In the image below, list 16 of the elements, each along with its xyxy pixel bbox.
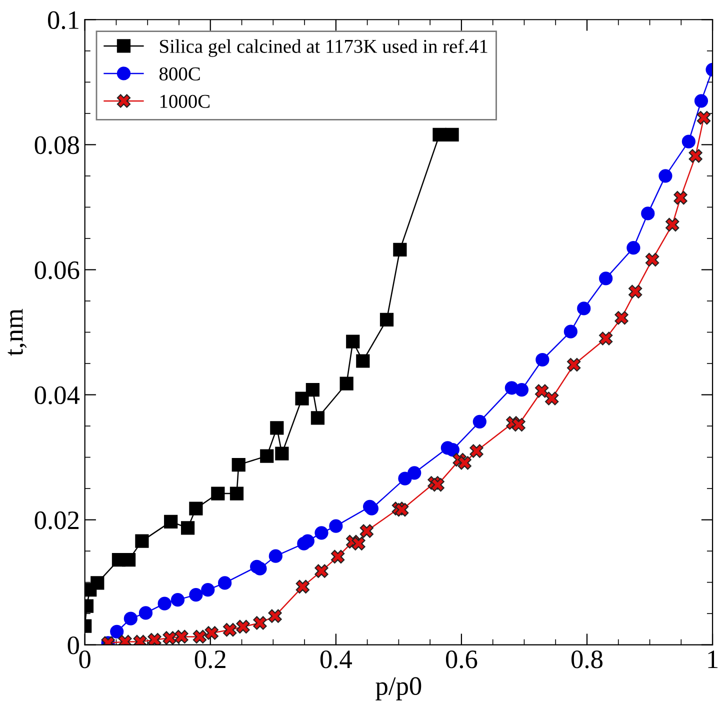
legend-label: 1000C — [160, 94, 210, 108]
y-tick-label: 0.06 — [34, 261, 80, 280]
x-tick-label: 0.6 — [446, 650, 478, 668]
y-tick-label: 0.02 — [34, 511, 79, 530]
legend-label: Silica gel calcined at 1173K used in ref.41 — [160, 39, 488, 57]
y-tick-label: 0.1 — [48, 11, 78, 30]
y-axis-title: t,nm — [8, 308, 27, 356]
x-axis-title: p/p0 — [376, 677, 422, 700]
y-tick-label: 0.08 — [34, 136, 79, 154]
x-tick-label: 0.2 — [194, 650, 226, 668]
x-tick-label: 0.8 — [572, 650, 602, 668]
x-tick-label: 1 — [708, 650, 718, 668]
y-tick-label: 0.04 — [34, 386, 80, 404]
y-tick-label: 0 — [68, 636, 79, 654]
x-tick-label: 0.4 — [320, 650, 352, 668]
legend-label: 800C — [159, 67, 200, 80]
